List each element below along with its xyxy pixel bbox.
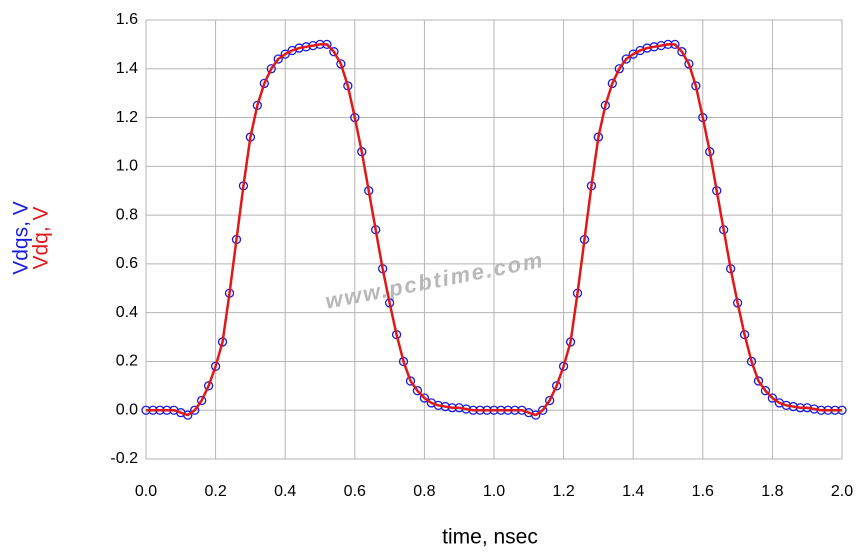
y-tick-label: 0.6 — [116, 255, 138, 272]
x-tick-label: 1.8 — [761, 483, 783, 500]
data-point — [545, 395, 555, 406]
y-tick-label: 1.0 — [116, 158, 138, 175]
data-point — [190, 405, 200, 415]
y-tick-label: 0.0 — [116, 401, 138, 418]
data-point — [203, 381, 214, 391]
data-point — [405, 376, 416, 386]
x-tick-label: 1.2 — [552, 483, 574, 500]
data-point — [273, 54, 283, 64]
data-point — [614, 64, 624, 74]
x-tick-label: 0.0 — [135, 483, 157, 500]
data-point — [760, 386, 771, 396]
y-tick-label: -0.2 — [110, 450, 138, 467]
data-point — [767, 393, 778, 403]
data-point — [183, 410, 193, 420]
data-point — [628, 49, 638, 59]
y-tick-label: 1.6 — [116, 11, 138, 28]
x-tick-label: 0.2 — [204, 483, 226, 500]
data-point — [677, 47, 687, 57]
data-point — [621, 54, 631, 64]
data-point — [551, 381, 562, 391]
y-axis-label: Vdq, V — [30, 206, 53, 269]
data-point — [538, 405, 548, 415]
x-tick-label: 0.4 — [274, 483, 296, 500]
data-line — [146, 43, 842, 417]
x-tick-label: 1.0 — [483, 483, 505, 500]
y-axis-label: Vdqs, V — [10, 201, 33, 275]
y-tick-label: 0.8 — [116, 206, 138, 223]
data-point — [280, 49, 290, 59]
y-tick-label: 1.4 — [116, 60, 138, 77]
data-point — [753, 376, 764, 386]
x-tick-label: 1.4 — [622, 483, 644, 500]
x-tick-label: 0.6 — [344, 483, 366, 500]
data-point — [197, 395, 207, 406]
x-tick-label: 2.0 — [831, 483, 853, 500]
data-point — [412, 386, 423, 396]
x-tick-label: 1.6 — [692, 483, 714, 500]
data-point — [419, 393, 430, 403]
data-point — [266, 64, 276, 74]
data-point — [531, 410, 541, 420]
plot-frame — [145, 19, 843, 460]
y-tick-label: 0.2 — [116, 353, 138, 370]
y-tick-label: 1.2 — [116, 109, 138, 126]
y-tick-label: 0.4 — [116, 304, 138, 321]
data-point — [329, 47, 339, 57]
x-tick-label: 0.8 — [413, 483, 435, 500]
x-axis-label: time, nsec — [442, 526, 538, 549]
